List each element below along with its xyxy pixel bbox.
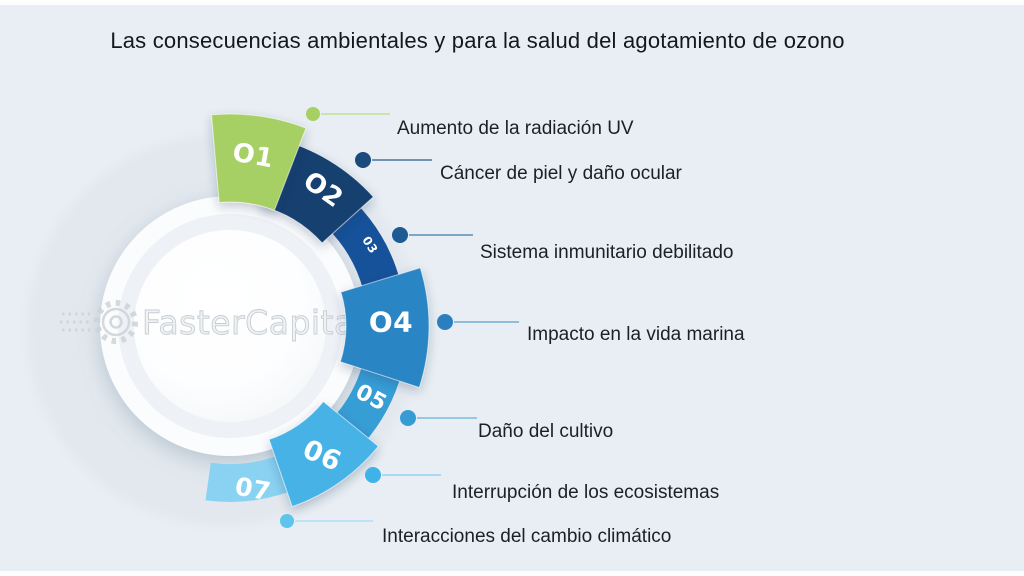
- consequence-label-6: Interrupción de los ecosistemas: [452, 482, 720, 503]
- top-edge-strip: [0, 0, 1024, 5]
- segment-number-1: O1: [230, 138, 276, 175]
- page-title: Las consecuencias ambientales y para la …: [110, 27, 845, 53]
- connector-dot-4: [437, 314, 453, 330]
- arc-segments: [205, 113, 430, 508]
- connector-lines: [280, 107, 519, 528]
- segment-3: [327, 201, 400, 291]
- segment-6: [268, 400, 380, 508]
- inner-white-circle: [134, 230, 326, 422]
- bottom-edge-strip: [0, 571, 1024, 576]
- connector-dot-6: [365, 467, 381, 483]
- watermark-text: FasterCapital: [142, 303, 364, 342]
- consequence-label-7: Interacciones del cambio climático: [382, 526, 672, 547]
- consequence-label-5: Daño del cultivo: [478, 421, 614, 442]
- fastercapital-watermark: FasterCapital: [60, 300, 364, 344]
- connector-dot-2: [355, 152, 371, 168]
- connector-dot-3: [392, 227, 408, 243]
- consequence-label-1: Aumento de la radiación UV: [397, 118, 634, 139]
- segment-number-4: O4: [369, 306, 413, 339]
- segment-number-7: 07: [233, 472, 273, 507]
- connector-dot-7: [280, 514, 294, 528]
- connector-dot-5: [400, 410, 416, 426]
- gear-icon: [60, 300, 138, 344]
- consequence-label-3: Sistema inmunitario debilitado: [480, 242, 734, 263]
- consequence-label-2: Cáncer de piel y daño ocular: [440, 163, 682, 184]
- connector-dot-1: [306, 107, 320, 121]
- segment-4: [339, 267, 430, 389]
- segment-1: [210, 113, 307, 211]
- consequence-label-4: Impacto en la vida marina: [527, 324, 745, 345]
